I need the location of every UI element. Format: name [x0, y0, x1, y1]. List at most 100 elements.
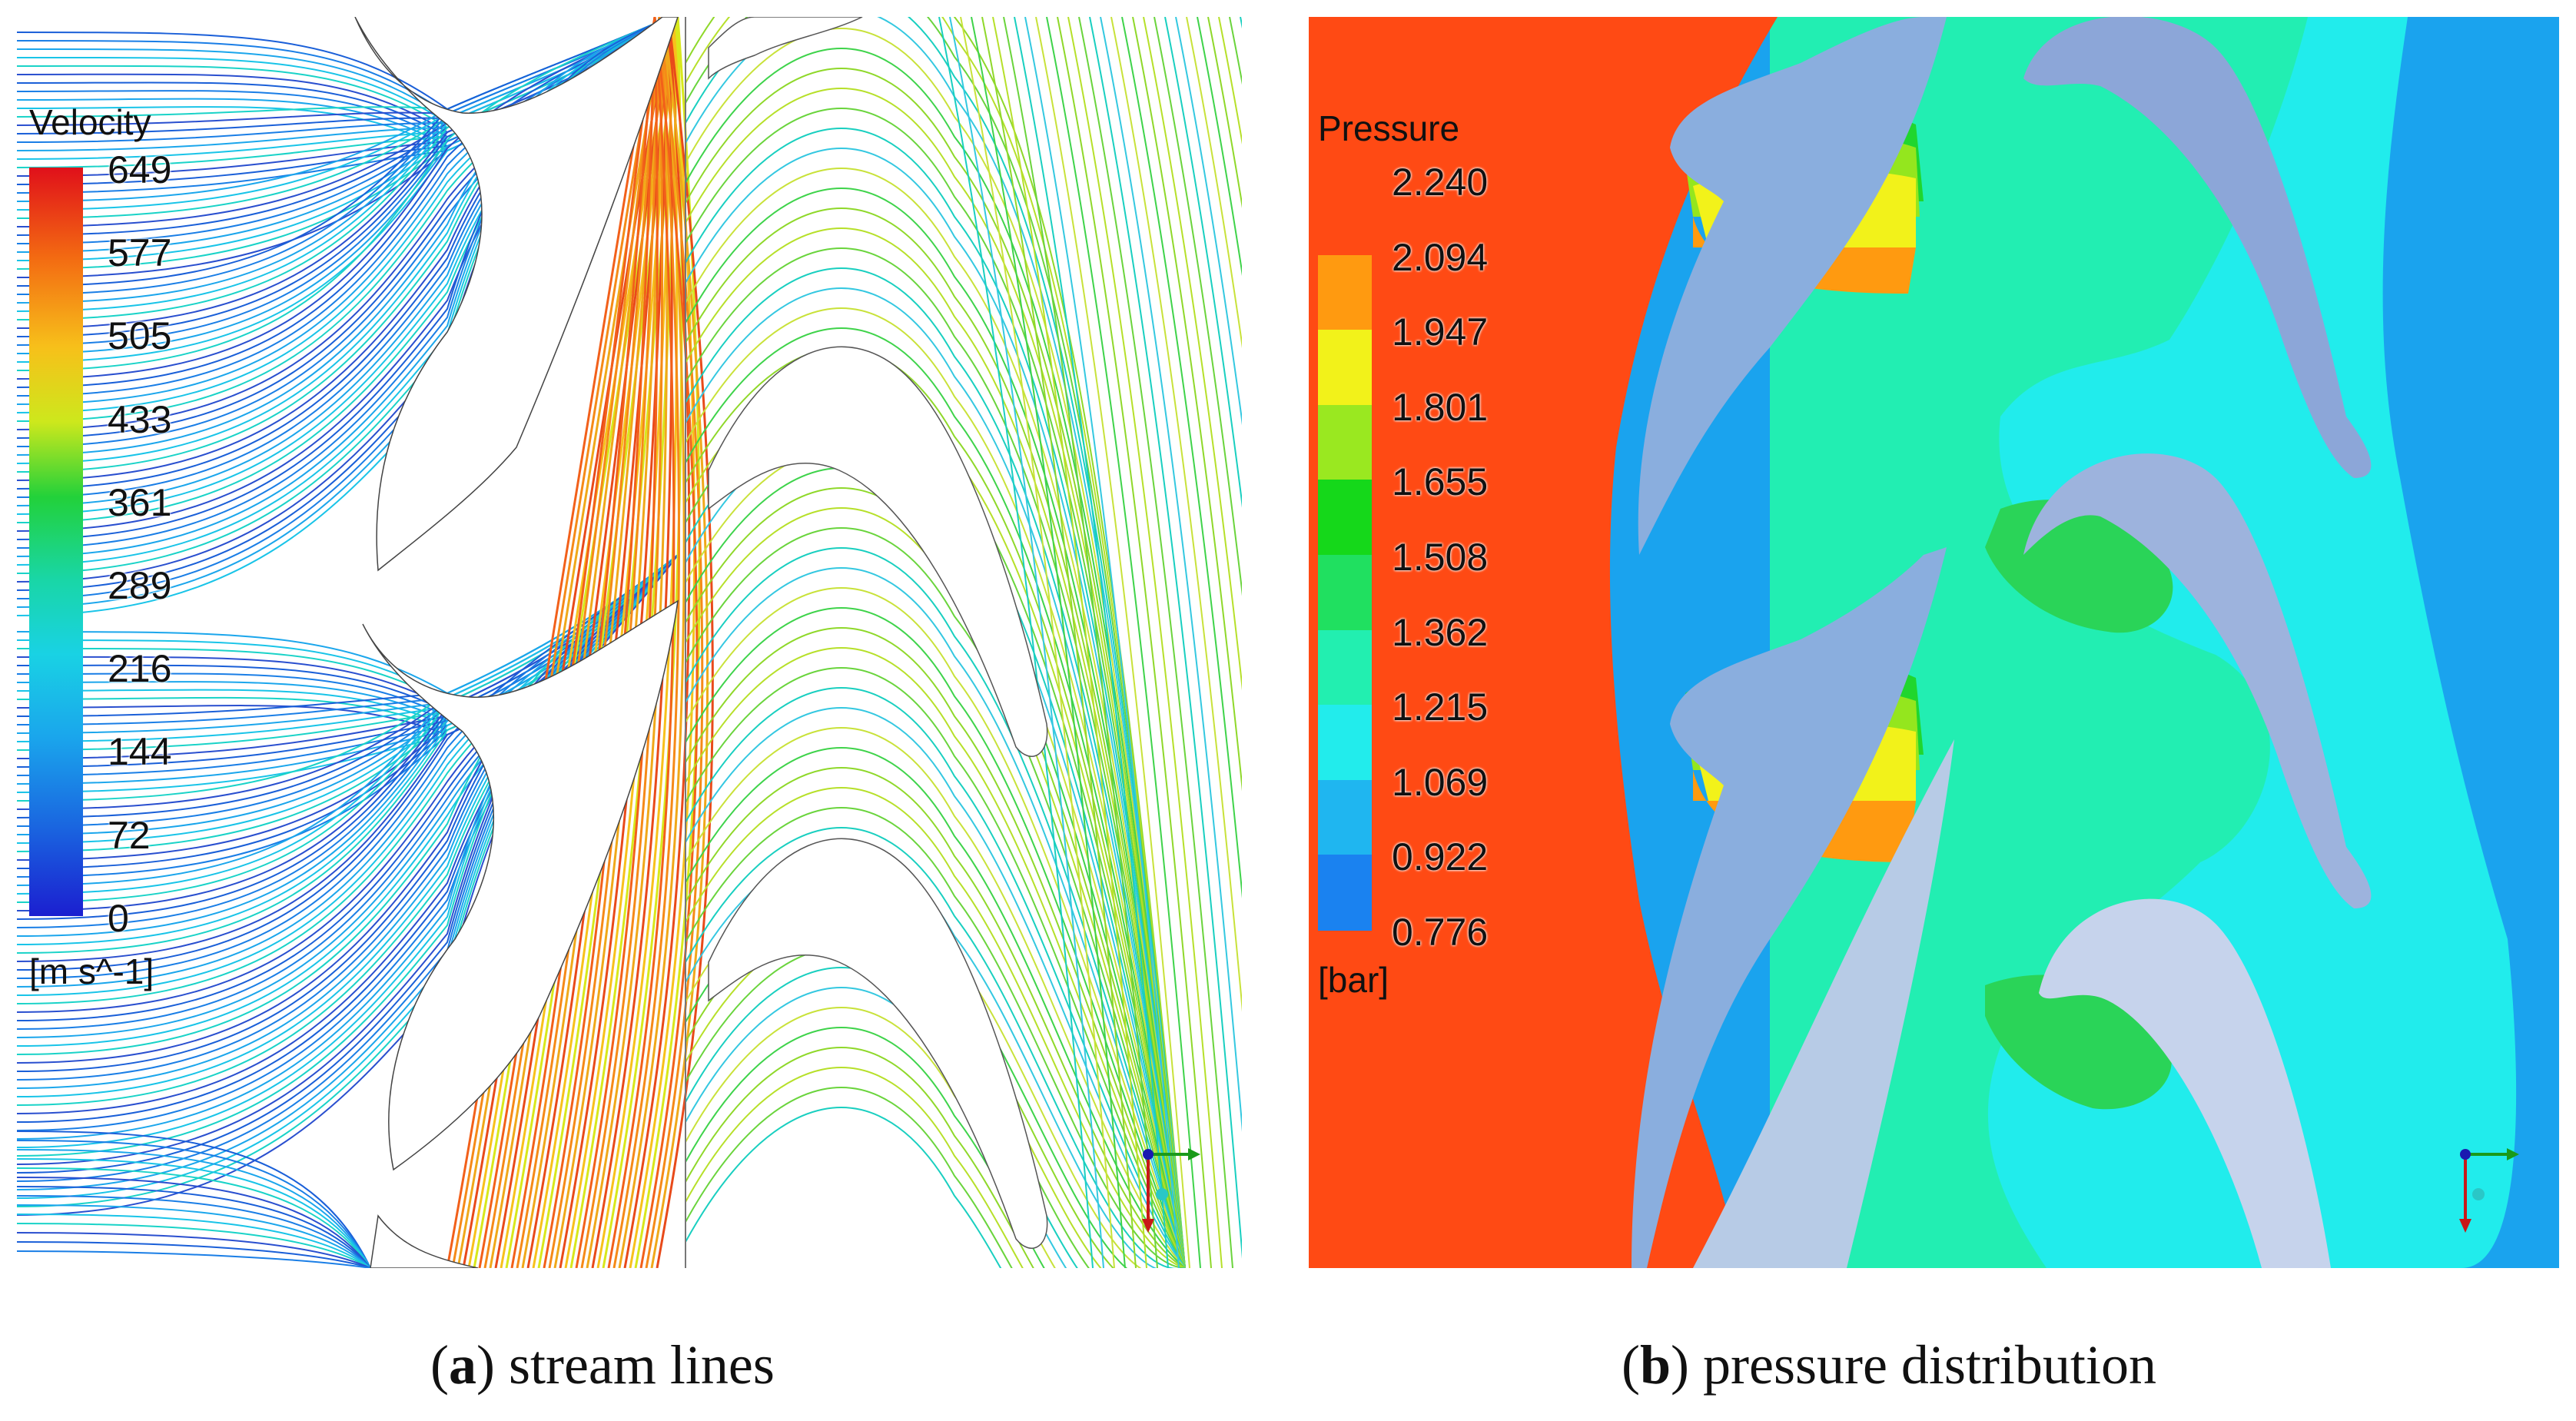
streamline: [981, 17, 1137, 1268]
streamline: [596, 17, 679, 1268]
streamline: [685, 347, 1186, 1268]
legend-title: Velocity: [29, 102, 151, 142]
rotor-blade: [2039, 898, 2331, 1268]
streamline: [1132, 17, 1242, 792]
streamline: [17, 17, 671, 456]
streamline: [685, 17, 1186, 1268]
legend-tick: 1.801: [1392, 385, 1489, 429]
streamline: [17, 17, 671, 295]
legend-unit: [bar]: [1318, 960, 1389, 1000]
streamline: [1207, 17, 1242, 208]
streamline: [685, 17, 1186, 1268]
stator-vane: [370, 1214, 479, 1268]
streamline: [1003, 17, 1158, 1268]
stator-vane: [362, 599, 679, 1171]
rotor-blade: [708, 17, 863, 80]
caption-b: (b) pressure distribution: [1622, 1334, 2156, 1396]
streamline: [685, 767, 1186, 1268]
legend-tick: 2.094: [1392, 235, 1489, 279]
streamline: [17, 1158, 371, 1268]
streamline: [17, 17, 671, 287]
streamline: [685, 208, 1186, 1268]
streamline: [1164, 17, 1242, 508]
streamline: [685, 227, 1186, 1268]
axis-triad-icon: [2459, 1148, 2519, 1233]
streamline: [623, 17, 691, 1268]
streamline: [685, 547, 1186, 1268]
stator-vane: [1632, 547, 1947, 1268]
streamline: [629, 17, 695, 1268]
streamline: [586, 17, 669, 1268]
streamline: [685, 148, 1186, 1268]
legend-tick: 1.947: [1392, 310, 1489, 354]
legend-tick: 2.240: [1392, 161, 1489, 204]
streamline: [685, 707, 1186, 1268]
streamline: [685, 567, 1186, 1268]
streamline: [685, 687, 1186, 1268]
streamline: [580, 17, 664, 1268]
streamline: [17, 1213, 371, 1268]
streamline: [685, 627, 1186, 1268]
streamline: [685, 667, 1186, 1268]
streamline: [685, 827, 1185, 1268]
legend-tick: 1.655: [1392, 460, 1489, 504]
rotor-blade: [708, 346, 1048, 757]
colorbar-band: [1318, 705, 1372, 781]
streamline: [685, 1107, 1185, 1268]
rotor-blade: [2023, 17, 2372, 478]
legend-unit: [m s^-1]: [29, 951, 154, 991]
streamline: [1143, 17, 1242, 691]
pressure-contour-plot: [1309, 17, 2559, 1268]
streamline: [685, 1027, 1185, 1268]
streamline: [685, 88, 1186, 1268]
axis-triad-icon: [1142, 1148, 1200, 1233]
legend-tick: 0: [108, 896, 129, 940]
streamline: [559, 17, 670, 1268]
stator-vane: [1638, 17, 1947, 555]
legend-tick: 216: [108, 647, 172, 691]
streamline: [1186, 17, 1242, 348]
velocity-colorbar: [29, 168, 83, 916]
colorbar-band: [1318, 855, 1372, 931]
streamline: [685, 287, 1186, 1268]
legend-tick: 1.508: [1392, 536, 1489, 579]
streamline: [17, 17, 671, 557]
streamline: [685, 607, 1186, 1268]
streamline: [1197, 17, 1242, 276]
streamline: [17, 17, 671, 540]
colorbar-band: [1318, 330, 1372, 406]
legend-title: Pressure: [1318, 108, 1460, 148]
streamline: [1057, 17, 1212, 1268]
inlet-pressure-zone: [1309, 17, 1778, 1268]
streamline: [17, 1167, 371, 1268]
streamline: [685, 1067, 1185, 1268]
colorbar-band: [1318, 404, 1372, 481]
colorbar-band: [1318, 629, 1372, 706]
stream-lines-plot: [17, 17, 1242, 1268]
colorbar-band: [1318, 480, 1372, 556]
streamline: [17, 1241, 371, 1268]
streamline: [685, 247, 1186, 1268]
streamline: [17, 1204, 371, 1268]
streamline: [938, 17, 1094, 1268]
streamline: [1121, 17, 1242, 898]
streamline: [17, 17, 671, 380]
streamline: [17, 1177, 371, 1268]
streamline: [685, 307, 1186, 1268]
streamline: [1078, 17, 1233, 1268]
streamline: [685, 647, 1186, 1268]
streamline: [634, 17, 701, 1268]
streamline: [685, 17, 1186, 1268]
stator-vane: [1693, 739, 1954, 1268]
streamline: [17, 17, 671, 549]
legend-tick: 289: [108, 564, 172, 607]
streamline: [607, 17, 676, 1268]
streamline: [17, 554, 679, 1174]
streamline: [1024, 17, 1180, 1268]
streamline: [685, 1047, 1185, 1268]
legend-tick: 72: [108, 813, 151, 857]
streamline: [612, 17, 680, 1268]
streamline: [971, 17, 1126, 1268]
legend-tick: 505: [108, 314, 172, 358]
legend-tick: 0.776: [1392, 911, 1489, 954]
